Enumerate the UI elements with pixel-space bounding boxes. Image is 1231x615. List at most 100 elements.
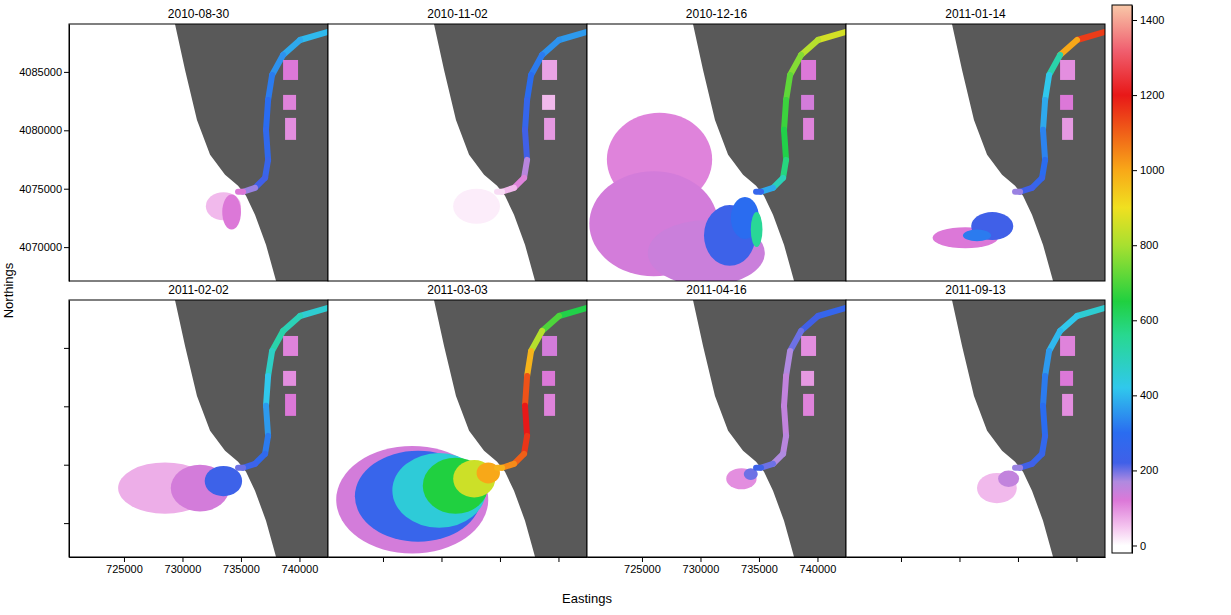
panel-frame — [328, 300, 587, 557]
tick — [959, 557, 960, 562]
tick: 740000 — [800, 557, 837, 575]
land — [693, 24, 846, 281]
tick: 725000 — [106, 557, 143, 575]
tick-mark — [64, 130, 69, 131]
river-segment — [531, 55, 542, 75]
sea-background — [587, 300, 846, 557]
tick: 735000 — [741, 557, 778, 575]
tick: 200 — [1132, 464, 1158, 476]
sea-background — [587, 24, 846, 281]
river-segment — [790, 55, 801, 75]
tick: 740000 — [282, 557, 319, 575]
tick-mark — [1132, 320, 1137, 321]
tick-label: 730000 — [165, 563, 202, 575]
pond — [544, 118, 555, 140]
tick-mark — [1132, 170, 1137, 171]
tick-label: 740000 — [800, 563, 837, 575]
panel-title: 2011-09-13 — [945, 283, 1006, 297]
panel-title: 2011-04-16 — [686, 283, 747, 297]
river-segment — [1015, 189, 1020, 195]
tick-mark — [500, 557, 501, 562]
river-segment — [1077, 308, 1105, 316]
plume-cell — [453, 189, 500, 224]
tick-mark — [64, 247, 69, 248]
sea-background — [846, 24, 1105, 281]
river-segment — [784, 100, 786, 130]
river-segment — [283, 40, 300, 55]
tick: 800 — [1132, 239, 1158, 251]
river-segment — [1077, 32, 1105, 40]
panel: 2011-09-13 — [846, 283, 1106, 562]
tick: 400 — [1132, 389, 1158, 401]
river-segment — [268, 75, 272, 100]
river-segment — [1043, 130, 1045, 160]
panel: 2011-02-02725000730000735000740000 — [64, 283, 329, 575]
tick-mark — [64, 406, 69, 407]
tick: 725000 — [624, 557, 661, 575]
colorbar-bar — [1112, 5, 1132, 553]
tick-mark — [1132, 545, 1137, 546]
tick-label: 800 — [1140, 239, 1158, 251]
tick-mark — [124, 557, 125, 562]
plot-area — [69, 300, 328, 557]
tick-label: 1000 — [1140, 164, 1164, 176]
tick-label: 600 — [1140, 314, 1158, 326]
tick — [901, 557, 902, 562]
tick — [1076, 557, 1077, 562]
tick-mark — [441, 557, 442, 562]
land — [952, 300, 1105, 557]
panel-frame — [587, 24, 846, 281]
plume-cell — [751, 212, 763, 247]
tick-mark — [959, 557, 960, 562]
panel: 2011-01-14 — [846, 7, 1105, 281]
tick-mark — [759, 557, 760, 562]
tick-mark — [1132, 20, 1137, 21]
tick-mark — [383, 557, 384, 562]
river-segment — [266, 100, 268, 130]
river-segment — [786, 75, 790, 100]
tick-label: 4080000 — [19, 124, 62, 136]
pond — [1060, 336, 1075, 356]
x-axis — [329, 557, 588, 562]
tick-mark — [182, 557, 183, 562]
river-segment — [527, 351, 531, 376]
panel-frame — [328, 24, 587, 281]
panel-title: 2010-08-30 — [168, 7, 230, 21]
river-segment — [272, 331, 283, 351]
tick-label: 1200 — [1140, 89, 1164, 101]
tick-label: 0 — [1140, 540, 1146, 552]
tick-mark — [901, 557, 902, 562]
panel-frame — [846, 300, 1105, 557]
river-segment — [784, 130, 786, 160]
pond — [285, 394, 296, 416]
river-segment — [525, 130, 527, 160]
pond — [285, 118, 296, 140]
tick-mark — [1076, 557, 1077, 562]
plume-cell — [205, 466, 242, 496]
x-axis — [847, 557, 1106, 562]
pond — [1062, 118, 1073, 140]
tick — [383, 557, 384, 562]
panel-title: 2011-01-14 — [945, 7, 1006, 21]
colorbar: 0 200 400 600 800 1000 1200 1400 — [1112, 5, 1164, 554]
pond — [1060, 95, 1073, 110]
tick-mark — [241, 557, 242, 562]
panel: 2011-04-16 725000 730000 735000 740000 — [587, 283, 847, 575]
axis-line — [588, 557, 847, 558]
pond — [542, 60, 557, 80]
tick-label: 740000 — [282, 563, 319, 575]
tick-label: 730000 — [683, 563, 720, 575]
plume-cell — [963, 230, 991, 242]
river-segment — [801, 40, 818, 55]
axis-line — [69, 25, 70, 282]
panel-frame — [587, 300, 846, 557]
land — [434, 24, 587, 281]
tick-mark — [558, 557, 559, 562]
plume-cell — [998, 471, 1019, 487]
river-segment — [497, 189, 502, 195]
tick: 1400 — [1132, 14, 1164, 26]
plume-cell — [222, 195, 241, 230]
river-segment — [1043, 376, 1045, 406]
river-segment — [818, 308, 846, 316]
tick-mark — [817, 557, 818, 562]
